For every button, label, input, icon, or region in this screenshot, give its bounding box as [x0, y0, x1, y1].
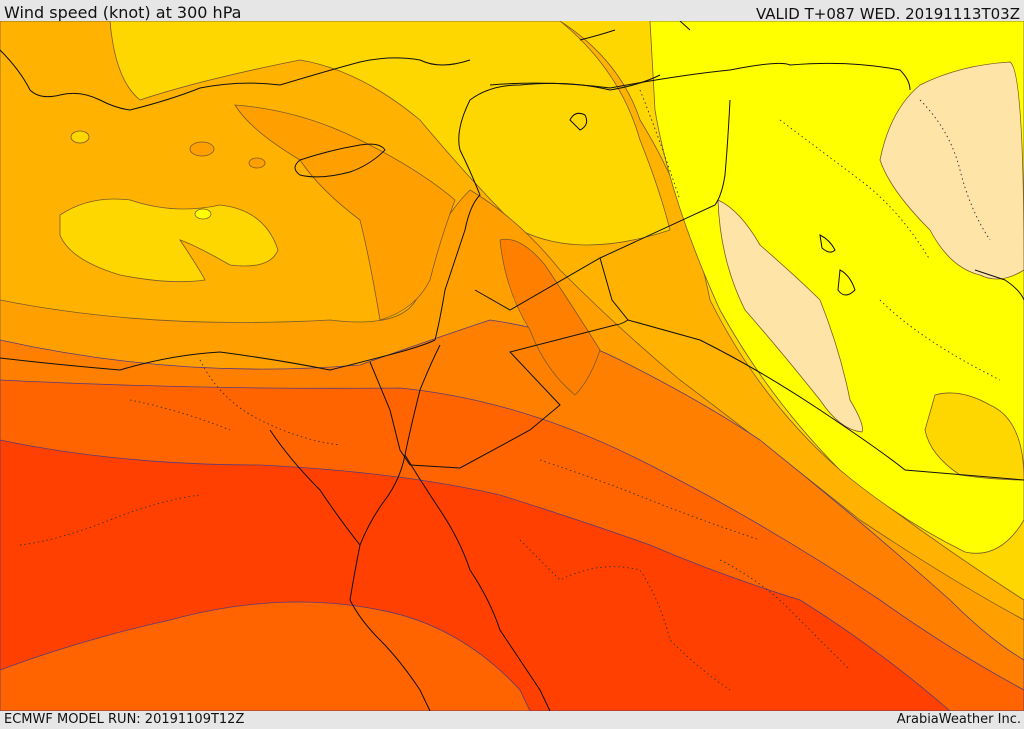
wind-band-jet-edge-south — [0, 601, 531, 711]
wind-patch-small-1 — [189, 141, 215, 157]
wind-map[interactable] — [0, 21, 1024, 711]
wind-calm-east — [879, 61, 1024, 280]
credit-label: ArabiaWeather Inc. — [896, 712, 1021, 727]
wind-patch-small-4 — [194, 208, 212, 220]
model-run-label: ECMWF MODEL RUN: 20191109T12Z — [4, 712, 245, 727]
borders — [369, 62, 1024, 481]
footer-bar: ECMWF MODEL RUN: 20191109T12Z ArabiaWeat… — [0, 711, 1024, 729]
province-lines — [19, 89, 1001, 691]
map-canvas — [0, 21, 1024, 711]
wind-band-strong-arc — [234, 104, 456, 321]
header-bar: Wind speed (knot) at 300 hPa VALID T+087… — [0, 0, 1024, 23]
chart-title: Wind speed (knot) at 300 hPa — [4, 3, 242, 22]
wind-band-moderate-west — [59, 198, 279, 283]
wind-streak — [499, 238, 601, 396]
wind-calm-central — [717, 199, 863, 433]
wind-patch-east-moderate — [924, 392, 1024, 481]
wind-patch-small-2 — [248, 157, 266, 169]
wind-patch-small-3 — [70, 130, 90, 144]
wind-band-moderate-north — [109, 21, 671, 246]
valid-time: VALID T+087 WED. 20191113T03Z — [755, 5, 1020, 23]
